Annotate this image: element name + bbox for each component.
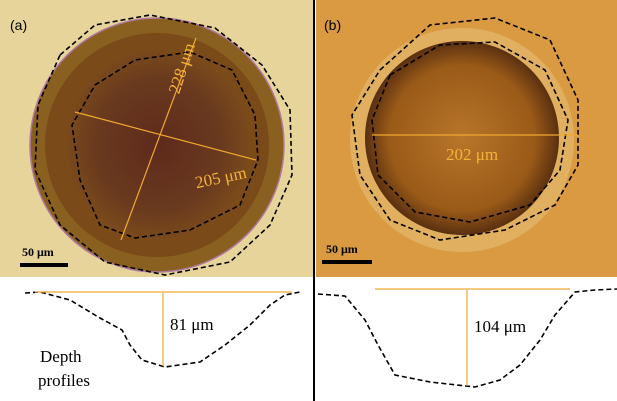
- panel-label: (a): [10, 17, 27, 33]
- depth-value: 104 μm: [474, 317, 526, 336]
- scale-bar-label: 50 μm: [22, 245, 54, 259]
- caption: profiles: [38, 371, 90, 390]
- figure: 228 μm 205 μm (a) 50 μm 202 μm (b) 50 μm…: [0, 0, 617, 401]
- measurement: 202 μm: [446, 145, 498, 164]
- caption: Depth: [40, 347, 82, 366]
- panel-a-image: 228 μm 205 μm (a) 50 μm: [0, 0, 313, 277]
- panel-label: (b): [324, 17, 341, 33]
- scale-bar-label: 50 μm: [326, 242, 358, 256]
- panel-b-image: 202 μm (b) 50 μm: [316, 0, 617, 277]
- depth-value: 81 μm: [170, 315, 214, 334]
